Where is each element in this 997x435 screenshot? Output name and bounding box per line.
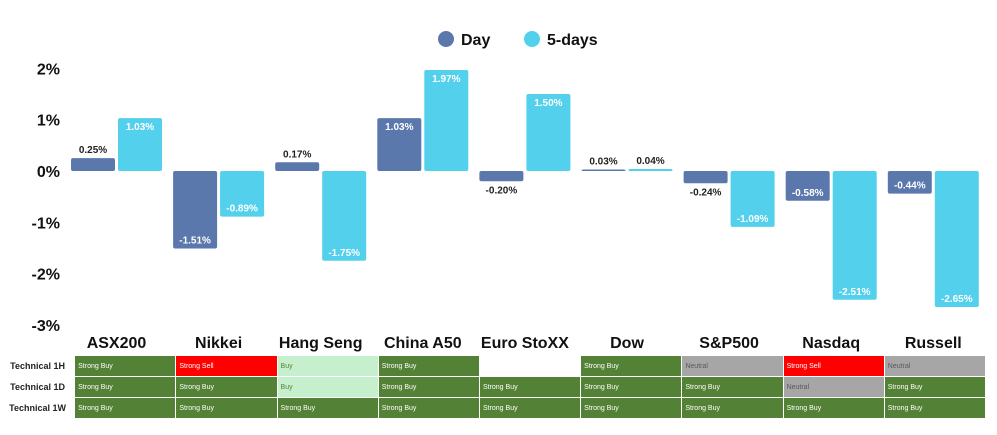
bar-5-days [832, 171, 877, 300]
data-label: -0.24% [690, 187, 722, 198]
bar-day [377, 118, 422, 171]
data-label: 0.03% [589, 156, 617, 167]
technical-cell: Strong Buy [580, 355, 683, 377]
data-label: 1.97% [432, 74, 460, 85]
x-axis: ASX200 Nikkei Hang Seng China A50 Euro StoXX… [87, 335, 962, 352]
technical-row-label: Technical 1H [0, 355, 76, 377]
bar-day [275, 162, 320, 171]
legend-marker-5-days [524, 31, 540, 47]
technical-cell: Strong Buy [74, 376, 177, 398]
bar-day [887, 171, 932, 194]
technical-cell: Neutral [782, 376, 885, 398]
technical-cell: Buy [276, 376, 379, 398]
legend-label-5-days: 5-days [547, 32, 598, 49]
bar-day [479, 171, 524, 182]
data-label: -1.75% [328, 248, 360, 259]
technical-cell: Strong Buy [377, 355, 480, 377]
data-label: -2.65% [941, 294, 973, 305]
technical-cell: Strong Sell [175, 355, 278, 377]
bar-day [581, 169, 626, 171]
technical-cell: Strong Buy [478, 397, 582, 419]
category-label: Nikkei [195, 335, 242, 352]
bar-5-days [934, 171, 979, 307]
technical-cell: Strong Buy [175, 376, 278, 398]
bar-day [683, 171, 728, 184]
technical-cell: Neutral [681, 355, 784, 377]
bar-chart: Day 5-days 2% 1% 0% -1% -2% -3% 0.25% 1.03% -1.… [32, 31, 979, 352]
data-label: -0.58% [792, 188, 824, 199]
technical-cell: Neutral [883, 355, 987, 377]
technical-row: Technical 1D Strong Buy Strong Buy Buy Stron… [0, 376, 987, 398]
y-tick-label: -1% [32, 215, 60, 232]
technical-cell: Strong Buy [377, 376, 480, 398]
technical-cell: Strong Buy [478, 376, 582, 398]
y-axis: 2% 1% 0% -1% -2% -3% [32, 61, 60, 335]
category-label: ASX200 [87, 335, 147, 352]
technical-row-label: Technical 1W [0, 397, 76, 419]
category-label: Hang Seng [279, 335, 363, 352]
data-label: 0.25% [79, 145, 107, 156]
data-label: -1.51% [179, 235, 211, 246]
data-label: 1.03% [126, 122, 154, 133]
data-label: 1.50% [534, 98, 562, 109]
legend-label-day: Day [461, 32, 490, 49]
bar-5-days [118, 118, 162, 171]
technical-cell: Strong Buy [74, 355, 177, 377]
category-label: Nasdaq [802, 335, 860, 352]
technical-row: Technical 1W Strong Buy Strong Buy Strong B… [0, 397, 987, 419]
y-tick-label: 2% [37, 61, 60, 78]
technical-row-label: Technical 1D [0, 376, 76, 398]
technical-cell: Strong Buy [883, 376, 987, 398]
category-label: Euro StoXX [481, 335, 569, 352]
technical-cell: Strong Sell [782, 355, 885, 377]
bar-5-days [526, 94, 571, 171]
data-label: -0.44% [894, 181, 926, 192]
data-label: -2.51% [839, 287, 871, 298]
technical-cell: Buy [276, 355, 379, 377]
technical-cell: Strong Buy [681, 397, 784, 419]
bar-5-days [730, 171, 775, 227]
data-label: -1.09% [737, 214, 769, 225]
category-label: Dow [610, 335, 644, 352]
bar-5-days [424, 69, 469, 171]
technical-cell [478, 355, 582, 377]
y-tick-label: -2% [32, 267, 60, 284]
technical-cell: Strong Buy [580, 397, 683, 419]
data-label: 0.04% [636, 156, 664, 167]
bar-5-days [220, 171, 265, 217]
category-label: China A50 [384, 335, 462, 352]
technical-cell: Strong Buy [175, 397, 278, 419]
technical-cell: Strong Buy [276, 397, 379, 419]
y-tick-label: 0% [37, 164, 60, 181]
data-label: -0.20% [486, 185, 518, 196]
bars-group: 0.25% 1.03% -1.51% -0.89% 0.17% -1.75% 1.03% 1.… [71, 69, 979, 307]
chart-legend: Day 5-days [438, 31, 598, 49]
technical-cell: Strong Buy [74, 397, 177, 419]
technical-cell: Strong Buy [580, 376, 683, 398]
technical-table: Technical 1H Strong Buy Strong Sell Buy Stro… [0, 355, 987, 419]
y-tick-label: -3% [32, 318, 60, 335]
legend-marker-day [438, 31, 454, 47]
y-tick-label: 1% [37, 113, 60, 130]
technical-cell: Strong Buy [883, 397, 987, 419]
data-label: 1.03% [385, 122, 413, 133]
bar-day [785, 171, 830, 201]
bar-day [173, 171, 218, 249]
category-label: S&P500 [699, 335, 759, 352]
technical-cell: Strong Buy [681, 376, 784, 398]
technical-cell: Strong Buy [377, 397, 480, 419]
bar-day [71, 158, 115, 171]
bar-5-days [322, 171, 367, 261]
technical-cell: Strong Buy [782, 397, 885, 419]
data-label: -0.89% [226, 204, 258, 215]
bar-5-days [628, 168, 673, 171]
category-label: Russell [905, 335, 962, 352]
data-label: 0.17% [283, 149, 311, 160]
technical-row: Technical 1H Strong Buy Strong Sell Buy Stro… [0, 355, 987, 377]
